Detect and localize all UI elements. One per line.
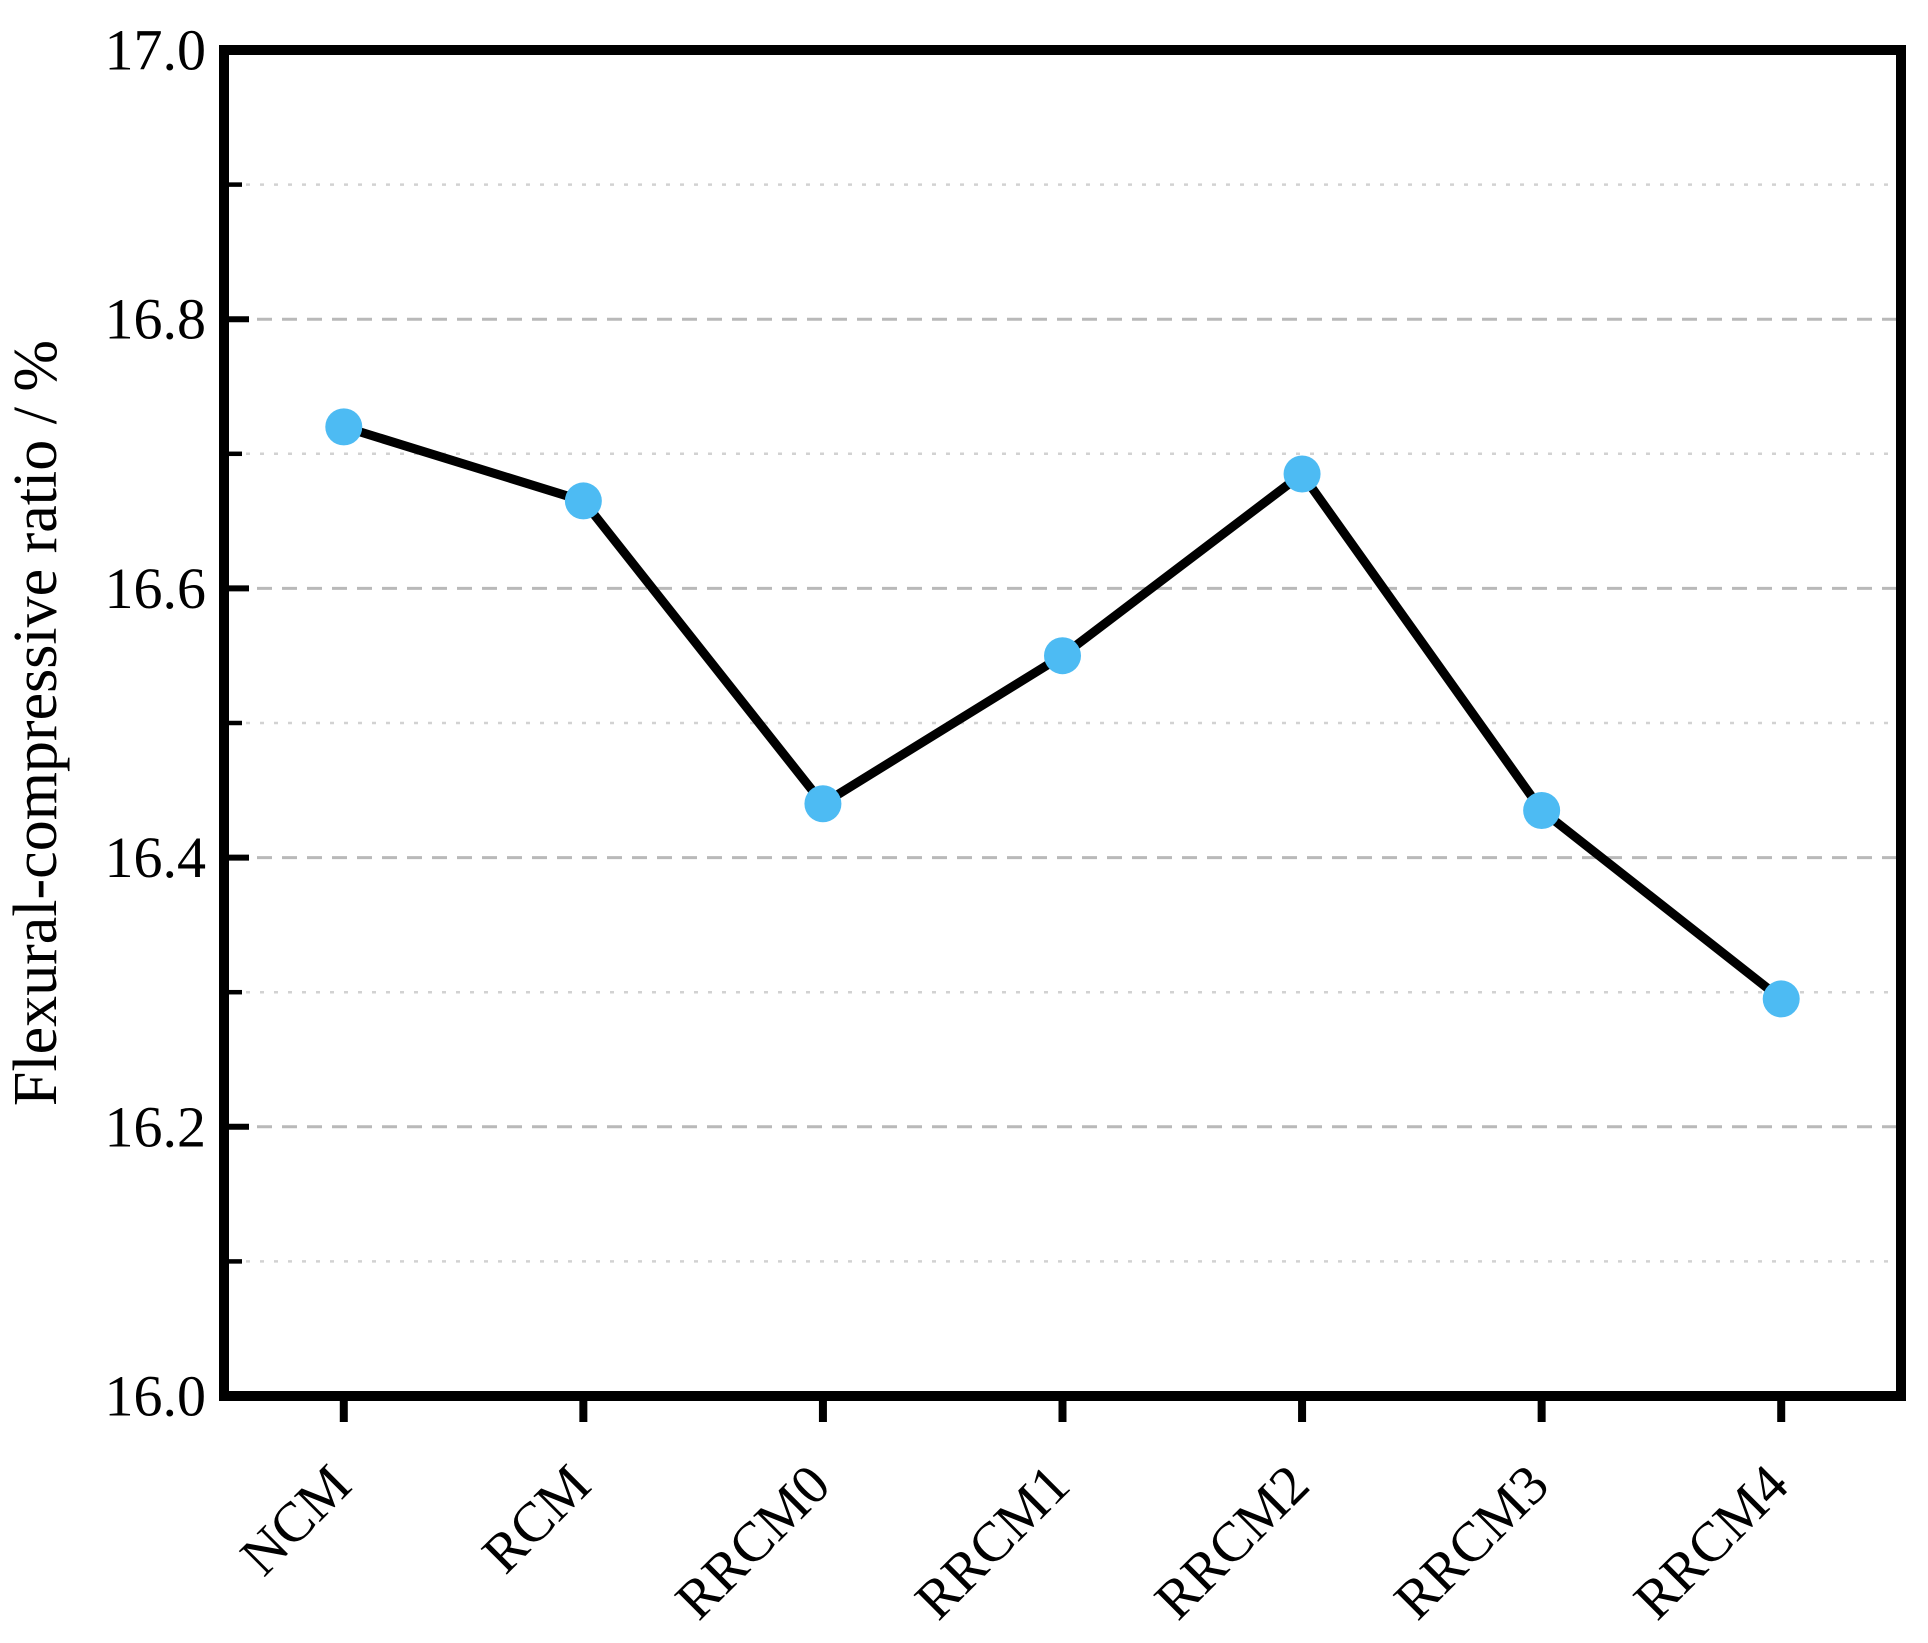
x-tick-label: RRCM2 <box>1143 1453 1321 1631</box>
x-tick-label: RRCM1 <box>904 1453 1082 1631</box>
y-axis-title: Flexural-compressive ratio / % <box>2 340 70 1106</box>
series-line <box>342 422 1784 1003</box>
y-tick-label: 16.2 <box>105 1094 207 1159</box>
x-tick-label: RRCM0 <box>664 1453 842 1631</box>
x-tick-label: RRCM3 <box>1383 1453 1561 1631</box>
data-point-marker <box>1044 637 1081 675</box>
data-point-marker <box>804 785 842 823</box>
x-tick-label: RCM <box>471 1453 603 1585</box>
y-tick-label: 16.8 <box>105 287 207 352</box>
plot-border <box>219 45 1906 1401</box>
data-point-marker <box>1283 455 1321 493</box>
data-point-marker <box>1762 980 1800 1018</box>
y-tick-label: 17.0 <box>105 18 207 83</box>
data-point-marker <box>564 482 602 520</box>
y-tick-label: 16.6 <box>105 556 207 621</box>
data-point-marker <box>325 408 363 446</box>
x-tick-label: NCM <box>229 1453 363 1587</box>
y-tick-label: 16.4 <box>105 825 207 890</box>
y-tick-label: 16.0 <box>105 1364 207 1429</box>
data-point-marker <box>1523 791 1561 829</box>
x-tick-label: RRCM4 <box>1622 1453 1800 1631</box>
